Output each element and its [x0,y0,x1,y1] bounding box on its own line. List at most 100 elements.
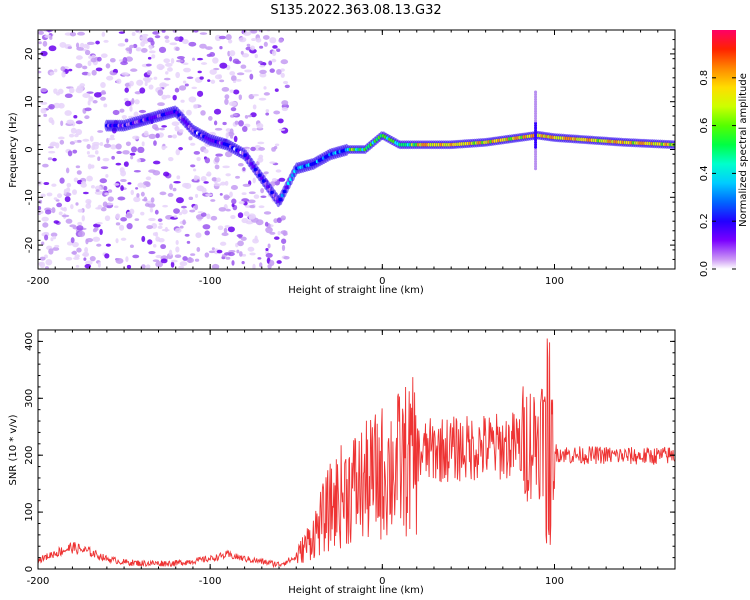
snr-y-tick-label: 400 [24,332,35,351]
spectrogram-speckle [196,247,201,252]
spectrogram-speckle [280,215,286,221]
spectrogram-speckle [173,208,180,214]
spectrogram-speckle [213,183,222,187]
spectrogram-speckle [93,227,99,232]
spectrogram-speckle [152,259,160,263]
spectrogram-speckle [271,58,277,63]
spectrogram-speckle [50,232,58,237]
spectrogram-speckle [47,157,53,161]
colorbar-tick-label: 0.6 [699,118,710,134]
spectrogram-speckle [213,108,222,115]
spectrogram-speckle [69,31,77,37]
spectrogram-speckle [191,57,196,62]
spectrogram-speckle [103,143,112,148]
spectrogram-speckle [252,93,259,97]
spectrogram-speckle [259,262,263,268]
spectrogram-speckle [278,177,286,182]
spectrogram-speckle [276,48,281,52]
spectrogram-speckle [38,41,42,45]
spectrogram-speckle [130,68,138,72]
spectrogram-speckle [161,83,170,87]
spectrogram-speckle [173,215,178,219]
spectrogram-speckle [120,217,127,222]
spectrogram-speckle [155,261,164,268]
spectrogram-speckle [175,71,180,79]
spectrogram-speckle [199,76,204,80]
spectrogram-speckle [230,75,237,82]
spectrogram-speckle [48,248,54,255]
snr-x-tick-label: 0 [379,576,385,587]
spectrogram-speckle [242,183,251,187]
spectrogram-y-tick-label: 20 [24,48,35,61]
spectrogram-speckle [97,156,101,161]
spectrogram-speckle [42,163,49,168]
spectrogram-speckle [194,204,199,211]
spectrogram-speckle [44,209,52,215]
spectrogram-speckle [99,228,103,236]
spectrogram-speckle [257,141,265,145]
spectrogram-speckle [250,30,258,34]
spectrogram-speckle [169,42,178,46]
spectrogram-speckle [231,198,237,205]
spectrogram-speckle [64,110,72,116]
spectrogram-speckle [153,140,157,146]
spectrogram-speckle [204,193,213,197]
spectrogram-speckle [163,171,170,177]
spectrogram-speckle [256,123,264,129]
spectrogram-speckle [59,139,65,145]
spectrogram-speckle [184,233,190,237]
spectrogram-speckle [115,222,121,226]
spectrogram-speckle [125,47,133,52]
spectrogram-speckle [67,46,73,50]
spectrogram-speckle [95,67,103,72]
spectrogram-spike [534,97,538,101]
spectrogram-speckle [212,57,219,64]
spectrogram-speckle [175,46,180,52]
spectrogram-speckle [229,134,234,139]
spectrogram-speckle [122,57,128,64]
spectrogram-speckle [191,86,198,90]
spectrogram-speckle [84,49,91,56]
spectrogram-speckle [154,35,161,39]
spectrogram-speckle [100,207,107,212]
spectrogram-y-tick-label: -10 [24,189,35,205]
spectrogram-speckle [241,192,247,196]
spectrogram-speckle [193,104,199,109]
spectrogram-speckle [196,156,201,162]
spectrogram-speckle [252,263,256,269]
spectrogram-spike [534,145,538,149]
spectrogram-speckle [51,207,56,214]
spectrogram-speckle [97,261,101,268]
spectrogram-speckle [149,207,154,213]
spectrogram-speckle [165,62,173,67]
spectrogram-speckle [167,157,174,162]
spectrogram-x-tick-label: 0 [379,276,385,287]
spectrogram-speckle [87,60,92,67]
spectrogram-speckle [105,63,111,69]
spectrogram-speckle [249,45,256,51]
spectrogram-speckle [240,50,244,55]
spectrogram-speckle [250,146,256,152]
spectrogram-speckle [148,251,156,255]
spectrogram-speckle [172,30,178,33]
spectrogram-speckle [129,105,133,112]
spectrogram-speckle [105,174,109,178]
spectrogram-speckle [137,146,145,154]
spectrogram-spike [534,138,538,142]
spectrogram-speckle [86,91,94,94]
spectrogram-speckle [76,225,84,231]
snr-y-tick-label: 0 [24,566,35,572]
spectrogram-speckle [175,246,180,253]
spectrogram-spike [534,159,538,164]
spectrogram-speckle [48,150,56,154]
spectrogram-speckle [123,161,129,167]
spectrogram-speckle [178,146,183,151]
spectrogram-speckle [84,115,90,120]
colorbar-tick-label: 0.0 [699,261,710,277]
spectrogram-speckle [85,203,92,209]
spectrogram-speckle [85,260,93,266]
spectrogram-speckle [87,154,96,158]
spectrogram-speckle [41,241,45,246]
spectrogram-speckle [74,139,78,143]
spectrogram-speckle [97,130,104,133]
